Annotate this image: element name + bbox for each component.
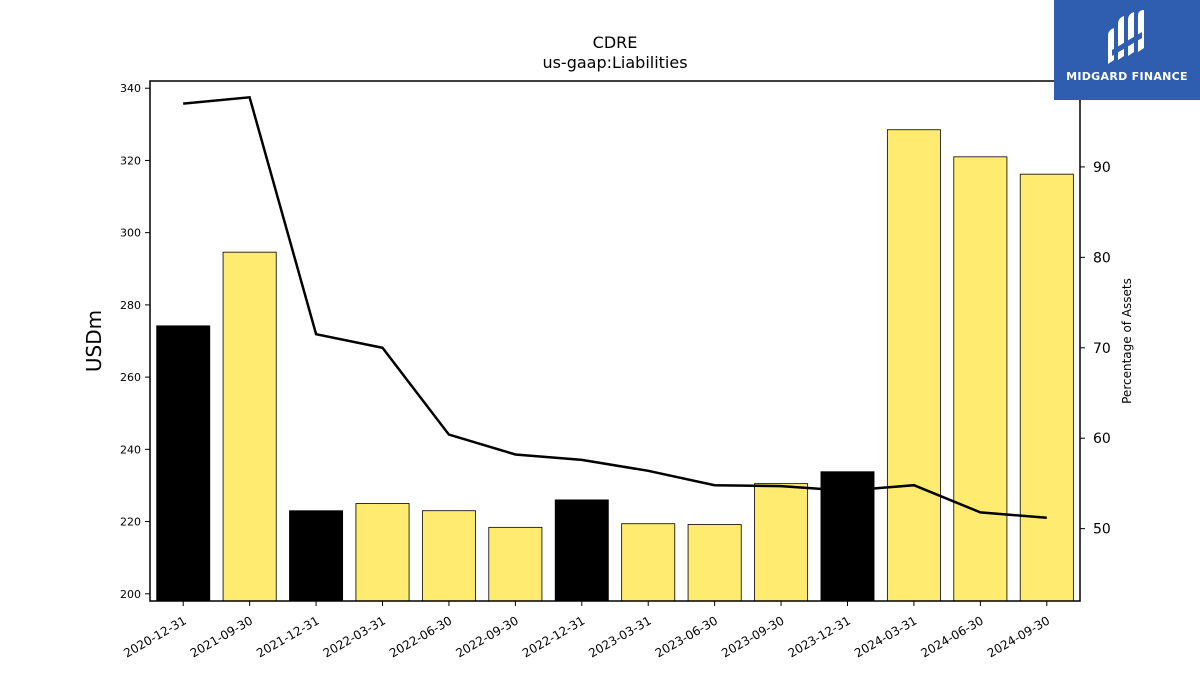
y-tick-label: 320 [120, 154, 141, 167]
bar-2024-03-31 [886, 129, 941, 602]
y2-ticks: 50 60 70 80 90 [1080, 160, 1111, 538]
x-ticks: 2020-12-31 2021-09-30 2021-12-31 2022-03-31… [121, 601, 1052, 660]
y2-tick-label: 90 [1093, 160, 1111, 176]
bar-2022-12-31 [554, 499, 609, 602]
x-tick-label: 2024-03-31 [852, 613, 919, 660]
x-tick-label: 2022-03-31 [321, 613, 388, 660]
plot-frame [149, 80, 1081, 602]
x-tick-label: 2024-06-30 [918, 613, 985, 660]
percentage-of-assets-line [183, 95, 1047, 520]
bars [156, 129, 1074, 602]
bar-2024-06-30 [953, 156, 1008, 602]
midgard-finance-logo: MIDGARD FINANCE [1054, 0, 1200, 100]
y-tick-label: 340 [120, 82, 141, 95]
y2-tick-label: 70 [1093, 341, 1111, 357]
y-axis-label: USDm [82, 310, 106, 372]
bar-2021-12-31 [289, 510, 344, 602]
chart-subtitle: us-gaap:Liabilities [542, 53, 687, 72]
chart-title: CDRE [593, 33, 638, 52]
y2-axis-label: Percentage of Assets [1120, 278, 1134, 404]
y-tick-label: 220 [120, 516, 141, 529]
y2-tick-label: 80 [1093, 250, 1111, 266]
bar-2022-06-30 [421, 510, 476, 602]
y-ticks: 200 220 240 260 280 300 320 340 [120, 82, 150, 601]
x-tick-label: 2024-09-30 [985, 613, 1052, 660]
y2-tick-label: 60 [1093, 431, 1111, 447]
bar-2022-03-31 [355, 503, 410, 602]
x-tick-label: 2022-09-30 [453, 613, 520, 660]
x-tick-label: 2020-12-31 [121, 613, 188, 660]
x-tick-label: 2023-03-31 [586, 613, 653, 660]
x-tick-label: 2022-12-31 [520, 613, 587, 660]
bar-2023-06-30 [687, 524, 742, 602]
x-tick-label: 2021-09-30 [188, 613, 255, 660]
y-tick-label: 200 [120, 588, 141, 601]
bar-2023-09-30 [754, 483, 809, 602]
bar-2023-12-31 [820, 471, 875, 602]
bar-2022-09-30 [488, 526, 543, 602]
bar-2020-12-31 [156, 325, 211, 602]
x-tick-label: 2023-09-30 [719, 613, 786, 660]
y-tick-label: 280 [120, 299, 141, 312]
x-tick-label: 2021-12-31 [254, 613, 321, 660]
y-tick-label: 300 [120, 227, 141, 240]
bar-2021-09-30 [222, 251, 277, 602]
y2-tick-label: 50 [1093, 522, 1111, 538]
x-tick-label: 2023-06-30 [653, 613, 720, 660]
y-tick-label: 260 [120, 371, 141, 384]
bar-2023-03-31 [621, 523, 676, 602]
x-tick-label: 2023-12-31 [786, 613, 853, 660]
logo-mark-icon [1108, 10, 1144, 64]
logo-text: MIDGARD FINANCE [1066, 70, 1188, 83]
bar-2024-09-30 [1019, 173, 1074, 602]
y-tick-label: 240 [120, 443, 141, 456]
x-tick-label: 2022-06-30 [387, 613, 454, 660]
